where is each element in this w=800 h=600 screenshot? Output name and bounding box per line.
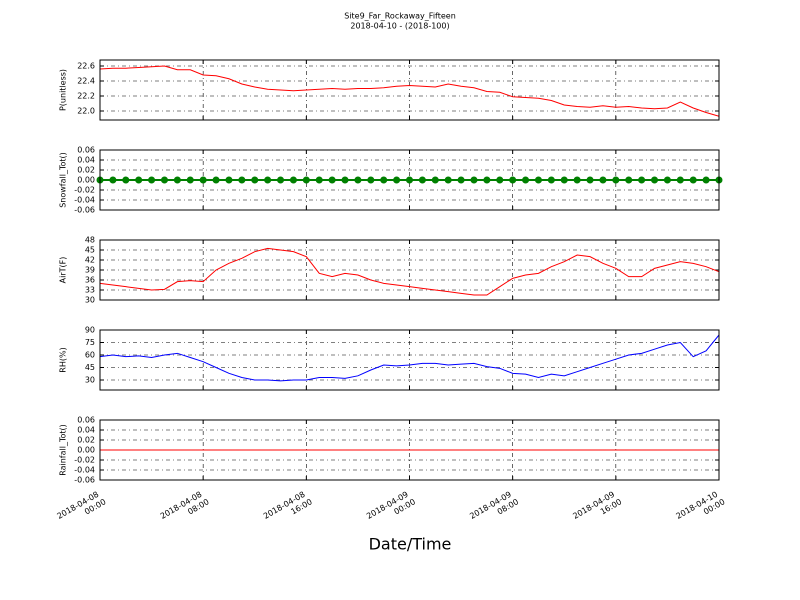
data-marker — [573, 176, 581, 184]
y-axis-label: AirT(F) — [59, 257, 68, 284]
data-marker — [160, 176, 168, 184]
data-marker — [431, 176, 439, 184]
y-tick-label: 75 — [85, 338, 95, 347]
data-marker — [289, 176, 297, 184]
data-marker — [315, 176, 323, 184]
data-line — [99, 247, 720, 296]
y-tick-label: 42 — [85, 256, 95, 265]
data-marker — [148, 176, 156, 184]
data-marker — [406, 176, 413, 184]
data-marker — [277, 176, 285, 184]
y-tick-label: -0.04 — [74, 466, 95, 475]
y-tick-label: 22.2 — [77, 92, 95, 101]
data-marker — [483, 176, 491, 184]
data-marker — [651, 176, 659, 184]
plot-frame — [99, 149, 720, 211]
data-marker — [251, 176, 259, 184]
data-marker — [380, 176, 388, 184]
y-axis-label: RH(%) — [59, 347, 68, 372]
data-line — [99, 65, 720, 117]
y-tick-label: 60 — [85, 351, 95, 360]
y-tick-label: 33 — [85, 286, 95, 295]
data-marker — [173, 176, 181, 184]
y-tick-label: 22.0 — [77, 107, 95, 116]
data-marker — [689, 176, 697, 184]
data-line — [99, 334, 720, 382]
plot-frame — [99, 329, 720, 391]
data-marker — [238, 176, 246, 184]
data-marker — [264, 176, 272, 184]
y-tick-label: 22.6 — [77, 62, 95, 71]
y-tick-label: 30 — [85, 376, 95, 385]
x-axis-label: Date/Time — [369, 535, 452, 554]
y-axis-label: P(unitless) — [59, 69, 68, 111]
data-marker — [638, 176, 646, 184]
data-marker — [625, 176, 633, 184]
data-marker — [212, 176, 220, 184]
y-tick-label: -0.06 — [74, 206, 95, 215]
data-marker — [522, 176, 530, 184]
plot-frame — [99, 419, 720, 481]
data-marker — [341, 176, 349, 184]
data-marker — [225, 176, 233, 184]
data-marker — [599, 176, 607, 184]
chart-subtitle: 2018-04-10 - (2018-100) — [350, 22, 449, 31]
plot-frame — [99, 239, 720, 301]
y-tick-label: 90 — [85, 326, 95, 335]
data-marker — [354, 176, 362, 184]
data-marker — [444, 176, 452, 184]
data-marker — [457, 176, 465, 184]
data-marker — [496, 176, 504, 184]
y-axis-label: Snowfall_Tot() — [59, 152, 68, 208]
y-tick-label: 36 — [85, 276, 95, 285]
data-marker — [367, 176, 375, 184]
data-marker — [393, 176, 401, 184]
y-tick-label: 0.02 — [77, 436, 95, 445]
data-marker — [676, 176, 684, 184]
plot-frame — [99, 59, 720, 121]
y-tick-label: 0.00 — [77, 176, 95, 185]
data-marker — [534, 176, 542, 184]
data-marker — [612, 176, 620, 184]
chart-title: Site9_Far_Rockaway_Fifteen — [344, 12, 456, 21]
y-tick-label: -0.06 — [74, 476, 95, 485]
data-marker — [560, 176, 568, 184]
data-marker — [418, 176, 426, 184]
y-tick-label: -0.02 — [74, 456, 95, 465]
data-marker — [702, 176, 710, 184]
data-marker — [186, 176, 194, 184]
data-marker — [302, 176, 310, 184]
data-marker — [586, 176, 594, 184]
y-tick-label: 0.04 — [77, 426, 95, 435]
data-marker — [470, 176, 478, 184]
y-tick-label: 0.06 — [77, 146, 95, 155]
data-marker — [199, 176, 207, 184]
y-tick-label: 0.04 — [77, 156, 95, 165]
y-tick-label: 30 — [85, 296, 95, 305]
y-tick-label: 0.00 — [77, 446, 95, 455]
data-marker — [663, 176, 671, 184]
data-marker — [547, 176, 555, 184]
y-tick-label: 22.4 — [77, 77, 95, 86]
y-axis-label: Rainfall_Tot() — [59, 424, 68, 476]
y-tick-label: 0.02 — [77, 166, 95, 175]
y-tick-label: 39 — [85, 266, 95, 275]
y-tick-label: 45 — [85, 246, 95, 255]
y-tick-label: 48 — [85, 236, 95, 245]
data-marker — [135, 176, 143, 184]
y-tick-label: -0.04 — [74, 196, 95, 205]
data-marker — [122, 176, 130, 184]
data-marker — [509, 176, 517, 184]
y-tick-label: 0.06 — [77, 416, 95, 425]
y-tick-label: 45 — [85, 363, 95, 372]
y-tick-label: -0.02 — [74, 186, 95, 195]
data-marker — [109, 176, 117, 184]
data-marker — [328, 176, 336, 184]
